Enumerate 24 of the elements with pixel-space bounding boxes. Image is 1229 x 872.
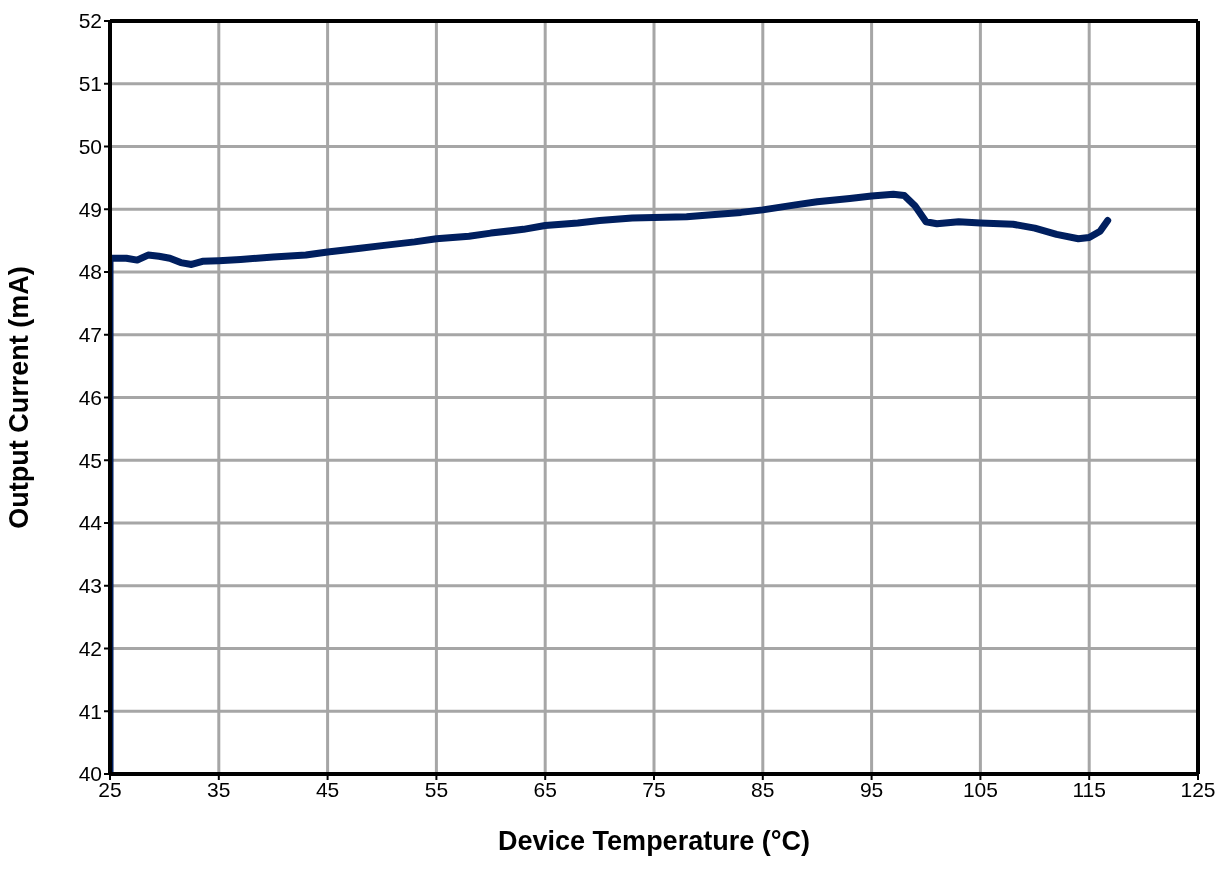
- y-tick-label: 41: [78, 699, 102, 723]
- y-tick-label: 49: [78, 197, 102, 221]
- y-tick-label: 47: [78, 323, 102, 347]
- y-axis-title: Output Current (mA): [3, 266, 34, 529]
- y-tick-label: 42: [78, 636, 102, 660]
- y-tick-label: 48: [78, 260, 102, 284]
- x-tick-label: 95: [859, 777, 884, 801]
- x-tick-label: 105: [962, 777, 998, 801]
- x-tick-label: 35: [207, 777, 231, 801]
- x-tick-label: 85: [751, 777, 775, 801]
- y-tick-label: 46: [78, 385, 102, 409]
- y-tick-label: 45: [78, 448, 102, 472]
- y-tick-label: 50: [78, 134, 102, 158]
- x-tick-label: 65: [533, 777, 557, 801]
- y-tick-label: 51: [78, 72, 102, 96]
- x-tick-label: 45: [315, 777, 340, 801]
- x-tick-label: 75: [642, 777, 666, 801]
- x-tick-label: 55: [424, 777, 449, 801]
- y-tick-label: 44: [78, 511, 103, 535]
- y-tick-label: 43: [78, 574, 102, 598]
- x-tick-label: 125: [1180, 777, 1216, 801]
- x-axis-title: Device Temperature (°C): [498, 826, 810, 856]
- x-tick-label: 115: [1072, 777, 1106, 801]
- y-tick-label: 52: [78, 9, 102, 33]
